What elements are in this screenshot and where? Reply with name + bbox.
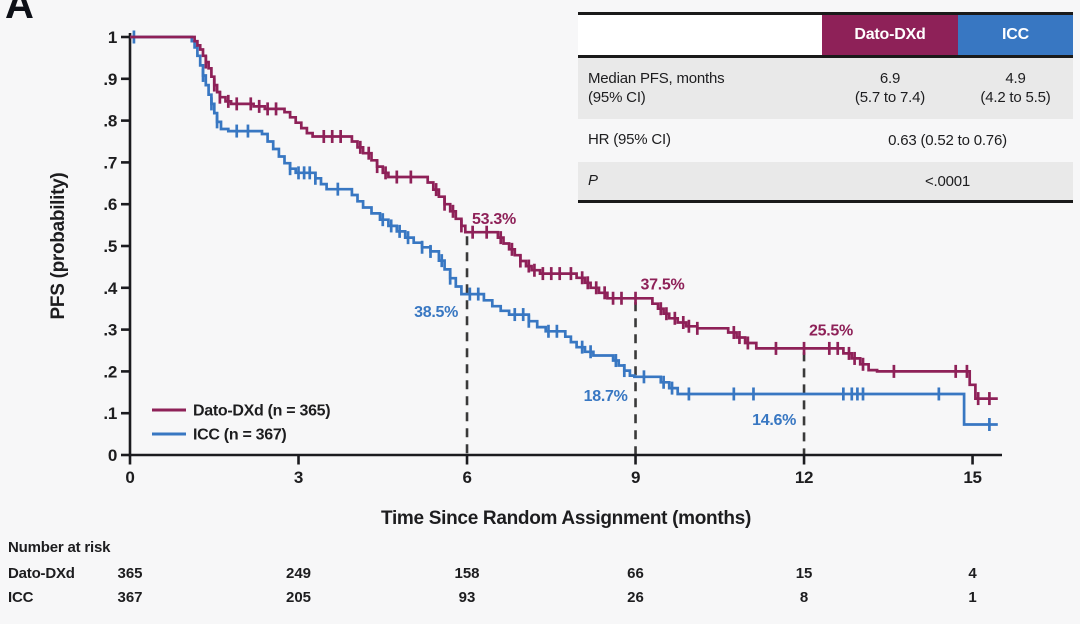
stats-table-row-p: P <.0001 <box>578 162 1073 200</box>
panel-label: A <box>5 0 34 27</box>
at-risk-value-dato-month-6: 158 <box>455 565 480 582</box>
median-pfs-icc-value: 4.9 (4.2 to 5.5) <box>958 70 1073 108</box>
median-pfs-label-line1: Median PFS, months <box>588 69 725 87</box>
y-tick-label-.3: .3 <box>103 321 117 340</box>
y-tick-label-.9: .9 <box>103 70 117 89</box>
y-tick-label-1: 1 <box>108 28 117 47</box>
p-label: P <box>588 171 598 189</box>
at-risk-value-icc-month-15: 1 <box>968 589 976 606</box>
at-risk-value-icc-month-6: 93 <box>459 589 476 606</box>
landmark-annotation-146: 14.6% <box>752 412 796 429</box>
stats-table-header-empty-cell <box>578 15 822 55</box>
at-risk-value-icc-month-3: 205 <box>286 589 311 606</box>
km-curve-icc <box>130 35 998 426</box>
at-risk-row-label-icc: ICC <box>8 589 34 606</box>
landmark-annotation-385: 38.5% <box>414 304 458 321</box>
x-tick-label-15: 15 <box>963 468 981 487</box>
at-risk-value-dato-month-3: 249 <box>286 565 311 582</box>
x-axis-title: Time Since Random Assignment (months) <box>381 508 751 529</box>
y-tick-label-.8: .8 <box>103 112 117 131</box>
y-tick-label-.1: .1 <box>103 404 117 423</box>
stats-table: Dato-DXd ICC Median PFS, months (95% CI)… <box>578 12 1073 203</box>
landmark-annotation-533: 53.3% <box>472 211 516 228</box>
legend-label-dato: Dato-DXd (n = 365) <box>193 403 330 420</box>
at-risk-value-icc-month-9: 26 <box>627 589 644 606</box>
median-pfs-dato-line1: 6.9 <box>879 69 901 87</box>
at-risk-value-icc-month-12: 8 <box>800 589 808 606</box>
at-risk-value-dato-month-0: 365 <box>117 565 142 582</box>
stats-table-row-hr: HR (95% CI) 0.63 (0.52 to 0.76) <box>578 119 1073 162</box>
median-pfs-dato-value: 6.9 (5.7 to 7.4) <box>822 70 958 108</box>
x-tick-label-12: 12 <box>795 468 813 487</box>
p-value: <.0001 <box>924 172 971 190</box>
stats-table-header-dato: Dato-DXd <box>822 15 958 55</box>
stats-table-header-row: Dato-DXd ICC <box>578 15 1073 58</box>
x-tick-label-9: 9 <box>631 468 640 487</box>
hr-label: HR (95% CI) <box>588 131 671 149</box>
y-tick-label-.7: .7 <box>103 153 117 172</box>
y-tick-label-0: 0 <box>108 446 117 465</box>
hr-value: 0.63 (0.52 to 0.76) <box>888 132 1007 149</box>
at-risk-title: Number at risk <box>8 539 111 556</box>
median-pfs-icc-line1: 4.9 <box>1005 69 1026 87</box>
stats-table-row-median: Median PFS, months (95% CI) 6.9 (5.7 to … <box>578 58 1073 119</box>
stats-table-header-icc: ICC <box>958 15 1073 55</box>
y-tick-label-.5: .5 <box>103 237 117 256</box>
at-risk-value-dato-month-9: 66 <box>627 565 644 582</box>
median-pfs-dato-ci: (5.7 to 7.4) <box>854 88 926 106</box>
landmark-annotation-187: 18.7% <box>584 388 628 405</box>
legend-label-icc: ICC (n = 367) <box>193 427 286 444</box>
median-pfs-label-line2: (95% CI) <box>588 88 646 106</box>
y-tick-label-.4: .4 <box>103 279 117 298</box>
median-pfs-label: Median PFS, months (95% CI) <box>578 70 822 108</box>
y-tick-label-.2: .2 <box>103 362 117 381</box>
median-pfs-icc-ci: (4.2 to 5.5) <box>980 88 1051 106</box>
km-curve-dato <box>130 35 998 400</box>
landmark-annotation-375: 37.5% <box>641 276 685 293</box>
at-risk-value-icc-month-0: 367 <box>117 589 142 606</box>
x-tick-label-0: 0 <box>125 468 134 487</box>
y-axis-title: PFS (probability) <box>48 173 69 320</box>
landmark-annotation-255: 25.5% <box>809 322 853 339</box>
at-risk-value-dato-month-15: 4 <box>968 565 977 582</box>
at-risk-row-label-dato: Dato-DXd <box>8 565 75 582</box>
x-tick-label-3: 3 <box>294 468 303 487</box>
y-tick-label-.6: .6 <box>103 195 117 214</box>
at-risk-value-dato-month-12: 15 <box>796 565 813 582</box>
x-tick-label-6: 6 <box>462 468 471 487</box>
